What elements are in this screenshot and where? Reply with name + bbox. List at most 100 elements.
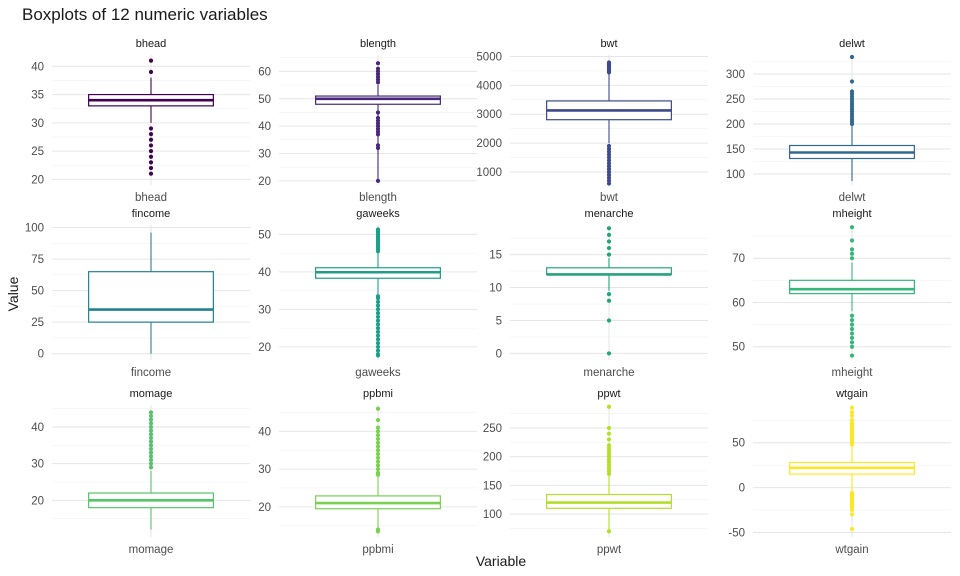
outlier-point <box>375 353 381 358</box>
outlier-point <box>606 172 612 177</box>
outlier-point <box>606 351 612 356</box>
outlier-point <box>148 148 154 154</box>
strip-label: ppbmi <box>363 388 393 400</box>
y-tick-label: 70 <box>732 253 745 265</box>
outlier-point <box>606 463 612 468</box>
outlier-point <box>849 344 855 349</box>
outlier-point <box>606 149 612 154</box>
y-tick-label: 150 <box>726 144 745 156</box>
outlier-point <box>849 256 855 261</box>
panel-bwt: 1000 2000 3000 4000 5000 bwt bwt <box>476 38 708 204</box>
outlier-point <box>148 421 154 426</box>
outlier-point <box>606 167 612 172</box>
outlier-point <box>375 344 381 349</box>
outlier-point <box>148 410 154 415</box>
outlier-point <box>849 247 855 252</box>
y-tick-label: 150 <box>483 480 502 492</box>
y-tick-label: 40 <box>31 422 44 434</box>
outlier-point <box>148 439 154 444</box>
outlier-point <box>148 154 154 159</box>
outlier-point <box>849 322 855 327</box>
outlier-point <box>148 428 154 433</box>
outlier-point <box>375 448 381 453</box>
outlier-point <box>606 468 612 474</box>
panel-bhead: 20 25 30 35 40 bhead bhead <box>31 38 250 204</box>
outlier-point <box>148 58 154 63</box>
y-tick-label: 50 <box>258 229 271 241</box>
panel-ppbmi: 20 30 40 ppbmi ppbmi <box>258 388 477 556</box>
outlier-point <box>606 161 612 166</box>
outlier-point <box>849 507 855 513</box>
outlier-point <box>375 436 381 442</box>
outlier-point <box>849 225 855 230</box>
x-tick-label: mheight <box>832 367 874 379</box>
strip-label: wtgain <box>835 388 868 400</box>
outlier-point <box>375 311 381 316</box>
outlier-point <box>148 435 154 441</box>
panel-ppwt: 100 150 200 250 ppwt ppwt <box>483 388 708 556</box>
y-tick-label: 4000 <box>476 80 502 92</box>
strip-label: menarche <box>585 208 634 220</box>
chart-title: Boxplots of 12 numeric variables <box>22 5 268 24</box>
strip-label: bwt <box>600 38 617 50</box>
x-tick-label: ppwt <box>597 544 622 556</box>
y-tick-label: 75 <box>31 254 44 266</box>
x-tick-label: gaweeks <box>355 367 401 379</box>
strip-label: delwt <box>839 38 865 50</box>
y-tick-label: 5 <box>496 315 502 327</box>
y-tick-label: 50 <box>31 286 44 298</box>
y-tick-label: 60 <box>258 66 271 78</box>
panel-menarche: 0 5 10 15 menarche menarche <box>489 208 708 379</box>
outlier-point <box>148 143 154 148</box>
outlier-point <box>606 169 612 175</box>
outlier-point <box>148 132 154 137</box>
outlier-point <box>375 227 381 232</box>
y-tick-label: 20 <box>258 176 271 188</box>
strip-label: mheight <box>832 208 871 220</box>
x-tick-label: ppbmi <box>362 544 393 556</box>
iqr-box <box>315 95 441 105</box>
y-tick-label: 30 <box>258 149 271 161</box>
outlier-point <box>375 66 381 71</box>
y-tick-label: 100 <box>25 223 44 235</box>
outlier-point <box>606 245 612 251</box>
outlier-point <box>606 529 612 534</box>
outlier-point <box>375 470 381 475</box>
outlier-point <box>606 152 612 157</box>
x-tick-label: fincome <box>131 367 171 379</box>
outlier-point <box>375 451 381 457</box>
outlier-point <box>375 417 381 423</box>
y-tick-label: 30 <box>31 459 44 471</box>
y-tick-label: 40 <box>31 61 44 73</box>
outlier-point <box>606 454 612 459</box>
outlier-point <box>606 443 612 448</box>
outlier-point <box>375 296 381 301</box>
outlier-point <box>148 450 154 455</box>
outlier-point <box>606 252 612 257</box>
outlier-point <box>849 318 855 323</box>
outlier-point <box>148 69 154 75</box>
y-tick-label: 50 <box>732 342 745 354</box>
outlier-point <box>849 89 855 94</box>
outlier-point <box>148 432 154 437</box>
y-tick-label: 0 <box>496 348 502 360</box>
outlier-point <box>148 465 154 470</box>
outlier-point <box>148 424 154 430</box>
x-tick-label: bwt <box>600 192 619 204</box>
y-axis-title: Value <box>5 276 21 311</box>
y-tick-label: 0 <box>739 483 745 495</box>
panel-delwt: 100 150 200 250 300 delwt delwt <box>726 38 951 204</box>
outlier-point <box>606 451 612 456</box>
outlier-point <box>148 137 154 142</box>
y-tick-label: 200 <box>726 119 745 131</box>
outlier-point <box>375 425 381 430</box>
y-tick-label: 35 <box>31 90 44 102</box>
outlier-point <box>606 146 612 151</box>
outlier-point <box>606 226 612 231</box>
outlier-point <box>375 463 381 468</box>
strip-label: blength <box>360 38 396 50</box>
outlier-point <box>148 443 154 448</box>
y-tick-label: 30 <box>31 118 44 130</box>
outlier-point <box>606 158 612 163</box>
